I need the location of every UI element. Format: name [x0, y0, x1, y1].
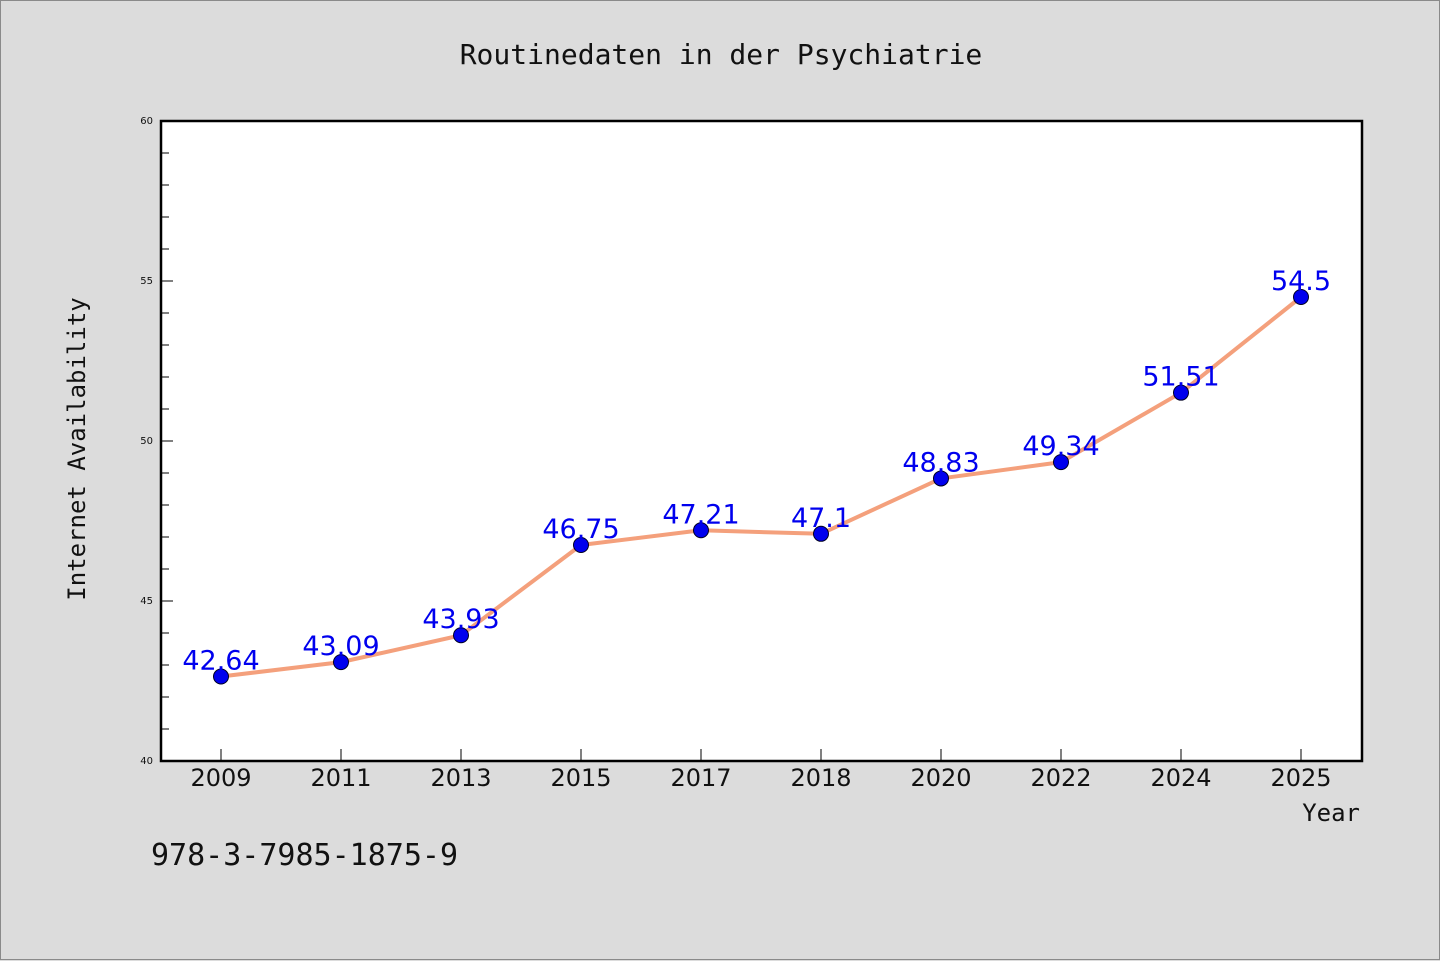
data-point [1053, 454, 1069, 471]
series-line [219, 295, 1303, 679]
series-markers [213, 289, 1309, 685]
data-label: 54.5 [1271, 266, 1331, 297]
data-label: 51.51 [1142, 362, 1219, 393]
data-point [213, 668, 229, 685]
y-tick-label: 60 [140, 116, 153, 127]
data-label: 43.09 [302, 631, 379, 662]
data-point [1293, 289, 1309, 305]
x-tick-label: 2015 [550, 764, 611, 792]
x-tick-label: 2018 [790, 764, 851, 792]
data-point [453, 627, 469, 644]
x-tick-label: 2025 [1270, 764, 1331, 792]
y-tick-label: 45 [140, 596, 153, 607]
y-tick-label: 55 [140, 276, 153, 287]
x-tick-label: 2011 [310, 764, 371, 792]
data-label: 46.75 [542, 514, 619, 545]
data-labels: 42.64 43.09 43.93 46.75 47.21 47.1 48.83 49.34 5… [182, 266, 1331, 677]
data-label: 47.21 [662, 499, 739, 530]
data-label: 48.83 [902, 447, 979, 478]
data-label: 42.64 [182, 646, 259, 677]
x-axis: 2009 2011 2013 2015 2017 2018 2020 2022 2024 2025 [190, 749, 1332, 792]
data-point [1173, 384, 1189, 401]
data-label: 49.34 [1022, 431, 1099, 462]
x-axis-label: Year [1302, 799, 1360, 827]
x-tick-label: 2009 [190, 764, 251, 792]
x-tick-label: 2020 [910, 764, 971, 792]
plot-area [159, 119, 1364, 763]
x-tick-label: 2017 [670, 764, 731, 792]
footer-isbn: 978-3-7985-1875-9 [151, 838, 458, 873]
y-tick-label: 40 [140, 756, 153, 767]
data-label: 43.93 [422, 604, 499, 635]
y-axis-label: Internet Availability [63, 297, 91, 600]
data-point [813, 525, 829, 542]
x-tick-label: 2024 [1150, 764, 1211, 792]
x-tick-label: 2022 [1030, 764, 1091, 792]
data-point [333, 654, 349, 671]
chart-title: Routinedaten in der Psychiatrie [460, 38, 983, 71]
y-axis: 40 45 50 55 60 [140, 116, 173, 767]
x-tick-label: 2013 [430, 764, 491, 792]
data-point [573, 537, 589, 553]
data-point [693, 522, 709, 539]
data-label: 47.1 [791, 503, 851, 534]
data-point [933, 470, 949, 487]
y-tick-label: 50 [140, 436, 153, 447]
